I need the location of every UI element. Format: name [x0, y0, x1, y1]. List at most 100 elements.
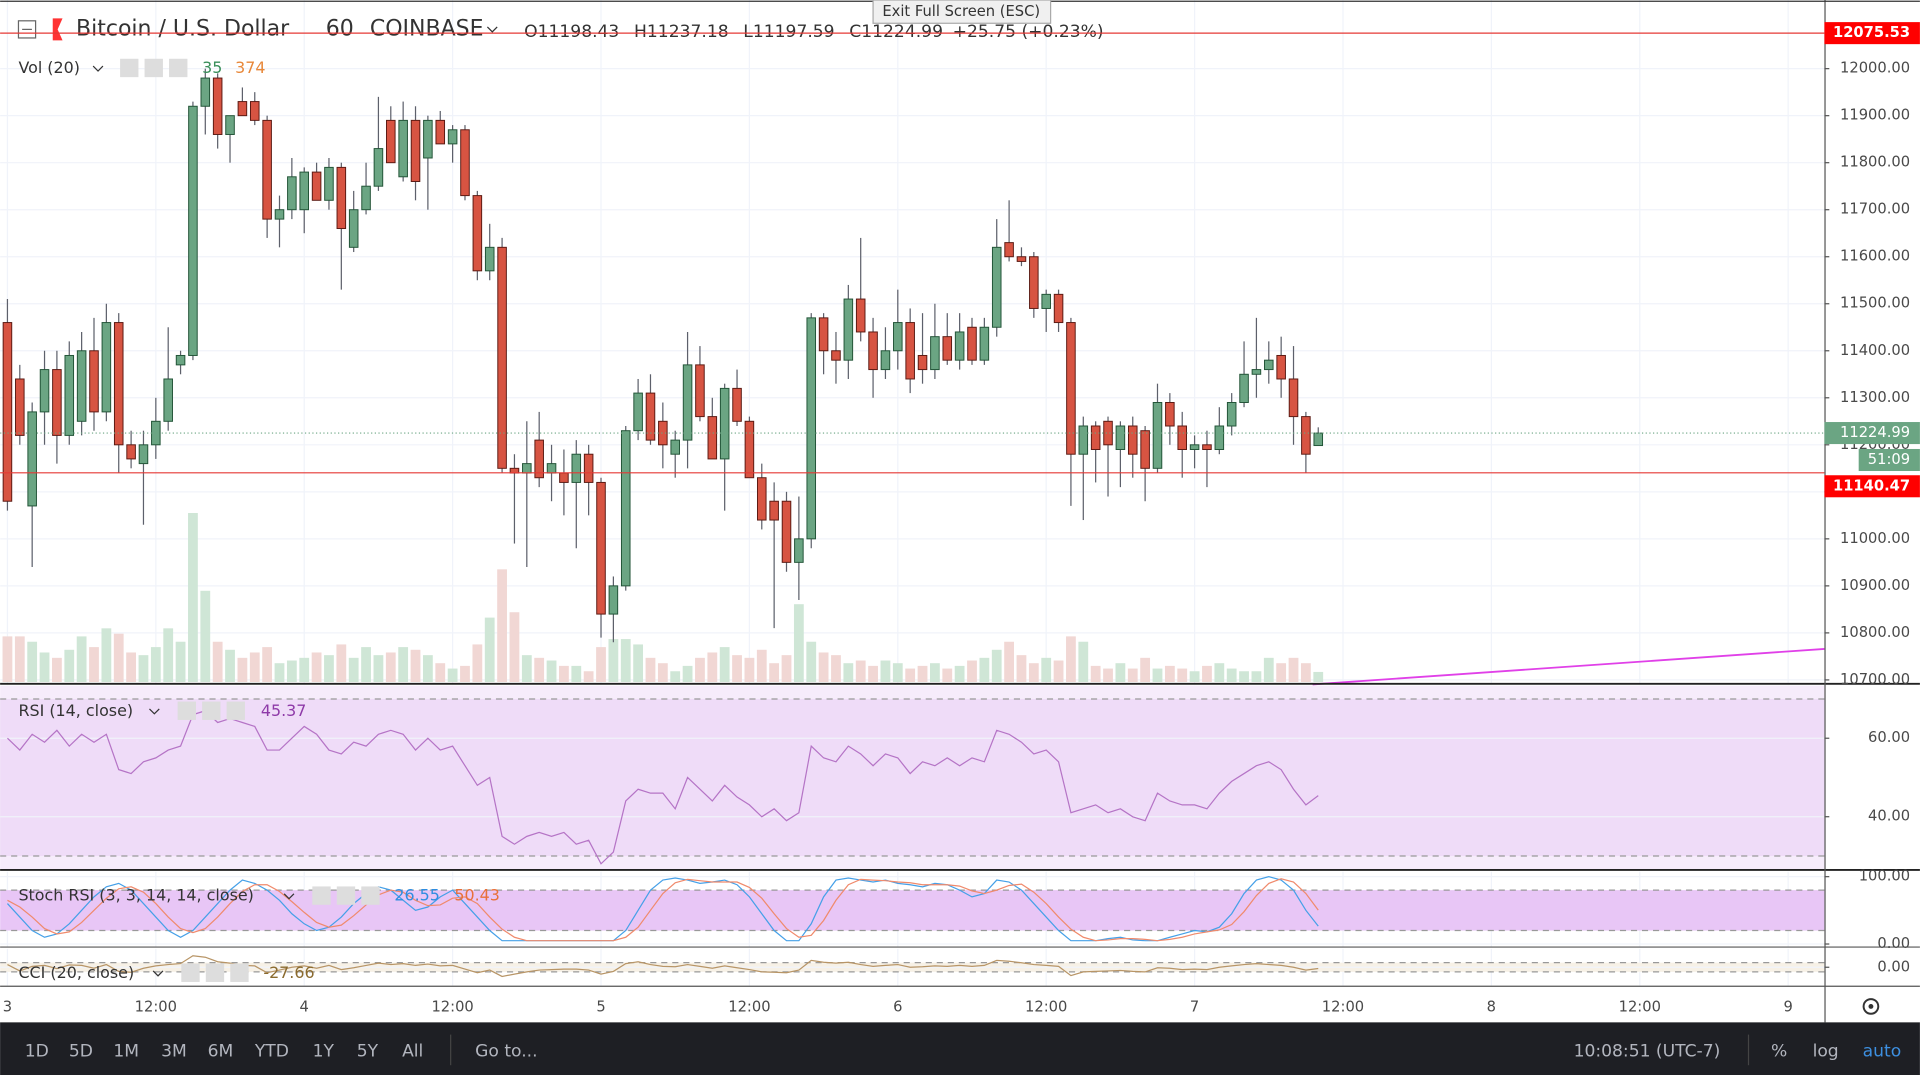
volume-bar: [225, 649, 235, 682]
legend-icons[interactable]: [181, 963, 249, 982]
volume-bar: [76, 636, 87, 682]
volume-bar: [868, 665, 878, 682]
candle-body: [620, 430, 631, 587]
candle-body: [15, 378, 25, 436]
range-button[interactable]: 6M: [208, 1042, 234, 1062]
caret[interactable]: [486, 26, 498, 33]
candle-body: [682, 364, 693, 441]
rsi-legend[interactable]: RSI (14, close): [18, 701, 133, 720]
candle-body: [237, 101, 248, 117]
candle-body: [893, 322, 903, 352]
axes: 3 12:00 4 12:00 5 12:00 6 12:00 7 12:00 8 12:00 9 107…: [3, 22, 1920, 1016]
cci-legend[interactable]: CCI (20, close): [18, 963, 134, 982]
volume-bar: [398, 647, 409, 682]
candle-body: [608, 585, 619, 615]
percent-toggle[interactable]: %: [1771, 1042, 1787, 1062]
volume-bar: [150, 647, 161, 682]
interval[interactable]: 60: [326, 16, 354, 41]
candle-body: [200, 77, 211, 107]
candle-body: [423, 119, 433, 159]
range-button[interactable]: 5D: [69, 1042, 93, 1062]
range-button[interactable]: 3M: [161, 1042, 187, 1062]
x-tick-label: 8: [1487, 999, 1496, 1016]
caret[interactable]: [283, 893, 295, 900]
main-pane: [0, 0, 1825, 684]
candle-body: [274, 209, 285, 220]
volume-bar: [719, 647, 730, 682]
range-button[interactable]: 1Y: [313, 1042, 335, 1062]
range-button[interactable]: 1D: [25, 1042, 49, 1062]
legend-icons[interactable]: [177, 701, 245, 720]
auto-toggle[interactable]: auto: [1863, 1042, 1902, 1062]
candle-body: [645, 392, 656, 441]
log-toggle[interactable]: log: [1813, 1042, 1839, 1062]
legend-icons[interactable]: [120, 58, 188, 78]
volume-bar: [979, 657, 990, 682]
y-tick-label: 100.00: [1859, 868, 1910, 885]
caret[interactable]: [152, 970, 164, 977]
volume-bar: [361, 647, 371, 682]
caret[interactable]: [92, 65, 104, 72]
countdown-tag: [1858, 448, 1920, 472]
volume-bar: [1066, 636, 1076, 682]
trend-line: [1312, 648, 1825, 686]
volume-bar: [1164, 665, 1175, 682]
candle-body: [175, 354, 186, 366]
volume-bar: [274, 663, 285, 682]
x-tick-label: 6: [893, 999, 902, 1016]
candle-body: [64, 354, 75, 436]
volume-bar: [212, 641, 223, 682]
collapse-icon[interactable]: [17, 20, 37, 39]
candle-body: [2, 322, 13, 502]
x-tick-label: 12:00: [728, 999, 770, 1016]
candle-body: [212, 77, 223, 135]
volume-ma-value: 35: [202, 58, 222, 77]
current-price-label: 11224.99: [1840, 424, 1910, 441]
volume-bar: [1041, 657, 1052, 682]
symbol[interactable]: Bitcoin / U.S. Dollar: [76, 16, 290, 41]
volume-bar: [892, 663, 903, 682]
x-tick-label: 12:00: [431, 999, 473, 1016]
exit-fullscreen-box[interactable]: [872, 0, 1052, 24]
goto-button[interactable]: Go to...: [475, 1042, 537, 1062]
range-button[interactable]: All: [402, 1042, 423, 1062]
candle-body: [559, 472, 569, 483]
candle-body: [373, 148, 384, 187]
candle-body: [1177, 425, 1187, 451]
candle-body: [942, 336, 953, 361]
ohlc-prefix: C: [849, 22, 861, 42]
range-button[interactable]: 5Y: [357, 1042, 379, 1062]
candle-body: [1288, 378, 1299, 418]
exit-fullscreen[interactable]: Exit Full Screen (ESC): [882, 3, 1040, 20]
volume-legend[interactable]: Vol (20): [18, 58, 80, 77]
candle-body: [324, 166, 334, 201]
volume-bar: [682, 665, 693, 682]
candle-body: [1313, 432, 1324, 447]
x-tick-label: 3: [3, 999, 12, 1016]
stoch-legend[interactable]: Stoch RSI (3, 3, 14, 14, close): [18, 886, 253, 905]
settings-icon[interactable]: [1862, 998, 1880, 1015]
candle-body: [188, 105, 198, 356]
ohlc-value: 11237.18: [647, 22, 729, 42]
x-tick-label: 5: [596, 999, 605, 1016]
range-button[interactable]: YTD: [254, 1042, 289, 1062]
candle-body: [794, 538, 804, 563]
volume-bar: [769, 663, 780, 682]
candle-body: [1189, 444, 1200, 451]
legend-icons[interactable]: [312, 886, 380, 905]
candle-body: [967, 326, 977, 361]
volume-bar: [175, 641, 186, 682]
volume-bar: [633, 644, 644, 682]
volume-bar: [1127, 668, 1138, 682]
candle-body: [1301, 416, 1311, 455]
candle-body: [386, 119, 396, 164]
candle-body: [1090, 425, 1101, 451]
volume-bar: [89, 647, 99, 682]
volume-bar: [1251, 671, 1262, 682]
x-tick-label: 9: [1783, 999, 1792, 1016]
range-button[interactable]: 1M: [113, 1042, 139, 1062]
caret[interactable]: [149, 708, 160, 715]
candle-body: [534, 439, 544, 479]
price-line-label: 11140.47: [1833, 477, 1910, 494]
